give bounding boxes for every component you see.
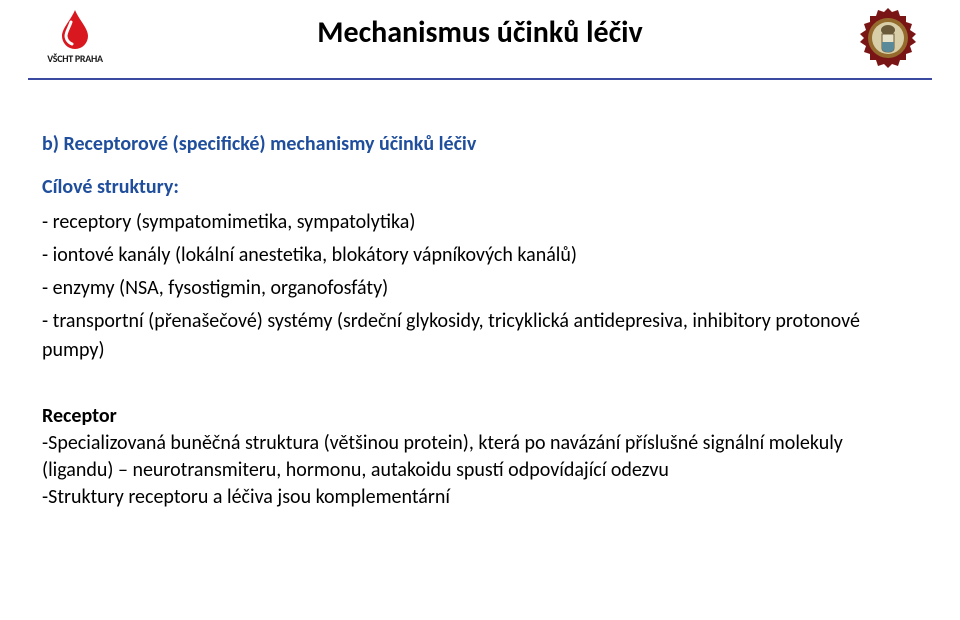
list-item: - iontové kanály (lokální anestetika, bl… (42, 241, 918, 270)
targets-label: Cílové struktury: (42, 173, 918, 202)
logo-left-text: VŠCHT PRAHA (40, 52, 110, 65)
header-divider (28, 78, 932, 80)
seal-icon (856, 6, 920, 70)
logo-right-seal (856, 6, 920, 70)
page-title: Mechanismus účinků léčiv (0, 14, 960, 51)
receptor-block: Receptor -Specializovaná buněčná struktu… (42, 403, 918, 511)
slide-header: VŠCHT PRAHA Mechanismus účinků léčiv (0, 0, 960, 90)
receptor-heading: Receptor (42, 403, 918, 430)
receptor-line: -Specializovaná buněčná struktura (větši… (42, 430, 918, 484)
section-gap (42, 369, 918, 403)
list-item: - transportní (přenašečové) systémy (srd… (42, 307, 918, 365)
receptor-line: -Struktury receptoru a léčiva jsou kompl… (42, 484, 918, 511)
list-item: - enzymy (NSA, fysostigmin, organofosfát… (42, 274, 918, 303)
content-subtitle: b) Receptorové (specifické) mechanismy ú… (42, 130, 918, 159)
slide-content: b) Receptorové (specifické) mechanismy ú… (42, 130, 918, 511)
list-item: - receptory (sympatomimetika, sympatolyt… (42, 208, 918, 237)
